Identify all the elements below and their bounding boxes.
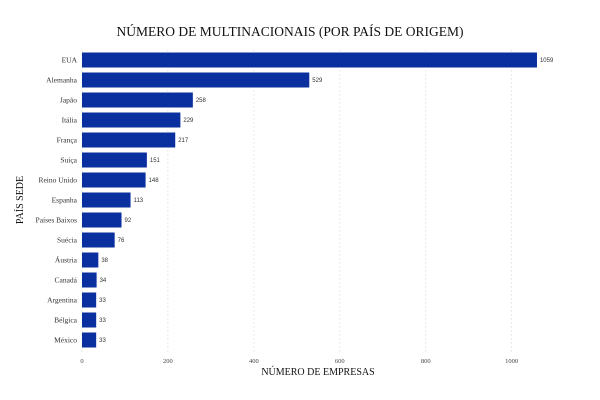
category-label: Áustria bbox=[55, 255, 78, 265]
bar bbox=[82, 92, 193, 108]
category-label: Itália bbox=[62, 116, 78, 125]
x-tick-label: 800 bbox=[421, 358, 431, 365]
bar bbox=[82, 272, 97, 288]
bar bbox=[82, 152, 147, 168]
value-label: 76 bbox=[118, 238, 125, 244]
category-label: França bbox=[57, 136, 78, 145]
category-label: Espanha bbox=[52, 196, 78, 205]
value-labels: 1059 529 258 229 217 151 148 113 92 76 38 34 33 33 33 bbox=[99, 58, 554, 344]
value-label: 92 bbox=[125, 218, 132, 224]
bar bbox=[82, 132, 176, 148]
bars bbox=[82, 52, 537, 348]
value-label: 113 bbox=[134, 198, 144, 204]
bar bbox=[82, 332, 97, 348]
x-axis-title: NÚMERO DE EMPRESAS bbox=[261, 366, 374, 378]
x-tick-label: 0 bbox=[80, 358, 83, 365]
bar bbox=[82, 192, 131, 208]
category-label: Bélgica bbox=[54, 316, 78, 325]
category-label: Japão bbox=[60, 96, 77, 105]
category-label: Canadá bbox=[55, 276, 78, 285]
bar bbox=[82, 232, 115, 248]
category-label: Suíça bbox=[60, 156, 77, 165]
value-label: 34 bbox=[100, 278, 107, 284]
value-label: 529 bbox=[312, 78, 323, 84]
value-label: 33 bbox=[99, 298, 106, 304]
category-label: Suécia bbox=[57, 236, 78, 245]
bar bbox=[82, 172, 146, 188]
x-tick-label: 400 bbox=[249, 358, 259, 365]
bar bbox=[82, 212, 122, 228]
category-label: EUA bbox=[62, 56, 78, 65]
x-tick-label: 200 bbox=[163, 358, 173, 365]
bar bbox=[82, 292, 97, 308]
category-label: México bbox=[54, 336, 77, 345]
value-label: 229 bbox=[183, 118, 194, 124]
value-label: 33 bbox=[99, 338, 106, 344]
category-label: Reino Unido bbox=[38, 176, 77, 185]
value-label: 1059 bbox=[540, 58, 554, 64]
value-label: 151 bbox=[150, 158, 161, 164]
category-label: Países Baixos bbox=[36, 216, 78, 225]
category-label: Argentina bbox=[47, 296, 78, 305]
chart-title: NÚMERO DE MULTINACIONAIS (POR PAÍS DE OR… bbox=[116, 24, 463, 39]
x-tick-labels: 0 200 400 600 800 1000 bbox=[80, 358, 518, 365]
category-label: Alemanha bbox=[46, 76, 77, 85]
bar bbox=[82, 52, 537, 68]
value-label: 33 bbox=[99, 318, 106, 324]
y-axis-title: PAÍS SEDE bbox=[14, 176, 26, 224]
category-labels: EUA Alemanha Japão Itália França Suíça Reino U… bbox=[36, 56, 78, 345]
bar bbox=[82, 72, 310, 88]
bar bbox=[82, 252, 99, 268]
bar bbox=[82, 312, 97, 328]
bar bbox=[82, 112, 181, 128]
value-label: 258 bbox=[196, 98, 207, 104]
value-label: 217 bbox=[178, 138, 189, 144]
x-tick-label: 1000 bbox=[505, 358, 518, 365]
value-label: 38 bbox=[101, 258, 108, 264]
value-label: 148 bbox=[149, 178, 160, 184]
x-tick-label: 600 bbox=[335, 358, 345, 365]
